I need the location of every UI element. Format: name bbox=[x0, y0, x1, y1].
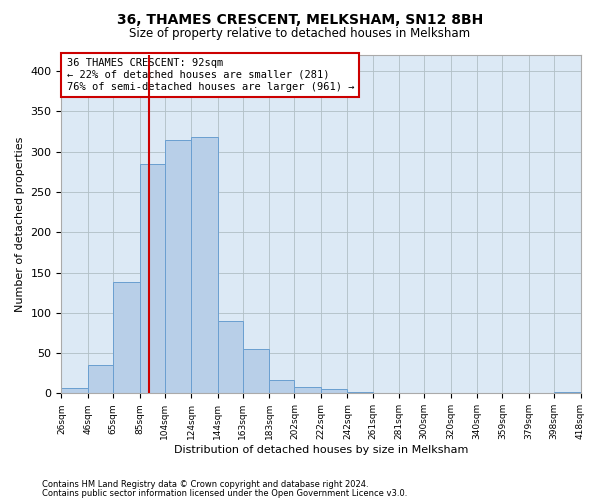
Bar bbox=[554, 392, 581, 394]
Bar bbox=[477, 392, 502, 394]
Bar bbox=[295, 387, 321, 394]
Bar bbox=[164, 140, 191, 394]
Text: Size of property relative to detached houses in Melksham: Size of property relative to detached ho… bbox=[130, 28, 470, 40]
X-axis label: Distribution of detached houses by size in Melksham: Distribution of detached houses by size … bbox=[174, 445, 468, 455]
Text: 36, THAMES CRESCENT, MELKSHAM, SN12 8BH: 36, THAMES CRESCENT, MELKSHAM, SN12 8BH bbox=[117, 12, 483, 26]
Bar bbox=[269, 380, 295, 394]
Bar bbox=[140, 164, 164, 394]
Bar bbox=[191, 137, 218, 394]
Text: Contains public sector information licensed under the Open Government Licence v3: Contains public sector information licen… bbox=[42, 489, 407, 498]
Text: Contains HM Land Registry data © Crown copyright and database right 2024.: Contains HM Land Registry data © Crown c… bbox=[42, 480, 368, 489]
Bar bbox=[321, 390, 347, 394]
Y-axis label: Number of detached properties: Number of detached properties bbox=[15, 136, 25, 312]
Text: 36 THAMES CRESCENT: 92sqm
← 22% of detached houses are smaller (281)
76% of semi: 36 THAMES CRESCENT: 92sqm ← 22% of detac… bbox=[67, 58, 354, 92]
Bar bbox=[88, 365, 113, 394]
Bar bbox=[347, 392, 373, 394]
Bar bbox=[61, 388, 88, 394]
Bar bbox=[218, 321, 243, 394]
Bar bbox=[113, 282, 140, 394]
Bar bbox=[399, 392, 424, 394]
Bar bbox=[243, 349, 269, 394]
